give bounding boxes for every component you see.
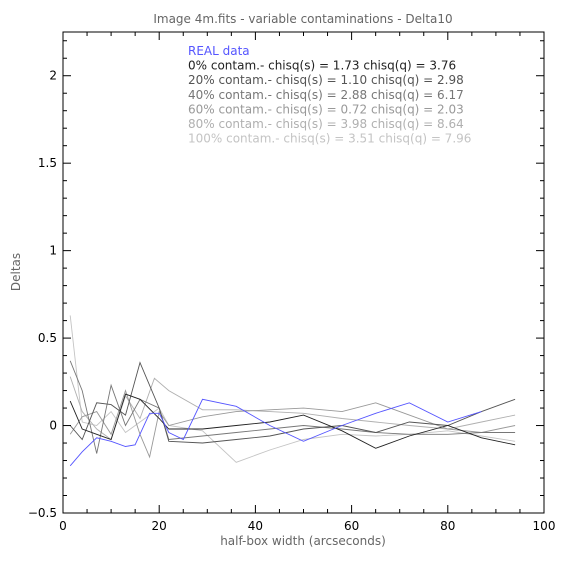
- y-axis-label: Deltas: [9, 253, 23, 291]
- series-line-4: [69, 389, 516, 459]
- legend-entry-3: 40% contam.- chisq(s) = 2.88 chisq(q) = …: [188, 88, 464, 102]
- ticks-layer: 0 20 40 60 80 100−0.500.511.52: [28, 32, 556, 533]
- series-line-0: [69, 398, 482, 467]
- y-tick-label: 1.5: [38, 156, 57, 170]
- legend-entry-1: 0% contam.- chisq(s) = 1.73 chisq(q) = 3…: [188, 59, 456, 73]
- x-tick-label: 40: [248, 519, 263, 533]
- y-tick-label: −0.5: [28, 506, 57, 520]
- x-tick-label: 100: [533, 519, 556, 533]
- plot-layer: [69, 315, 516, 467]
- series-line-6: [69, 315, 516, 463]
- series-line-2: [69, 361, 516, 444]
- x-tick-label: 80: [440, 519, 455, 533]
- y-tick-label: 0: [49, 419, 57, 433]
- series-line-5: [69, 376, 516, 441]
- y-tick-label: 1: [49, 244, 57, 258]
- x-axis-label: half-box width (arcseconds): [220, 534, 386, 548]
- legend-entry-6: 100% contam.- chisq(s) = 3.51 chisq(q) =…: [188, 132, 471, 146]
- y-tick-label: 2: [49, 69, 57, 83]
- x-tick-label: 20: [152, 519, 167, 533]
- legend-entry-2: 20% contam.- chisq(s) = 1.10 chisq(q) = …: [188, 73, 464, 87]
- legend-entry-0: REAL data: [188, 44, 250, 58]
- legend-entry-5: 80% contam.- chisq(s) = 3.98 chisq(q) = …: [188, 117, 464, 131]
- chart-title: Image 4m.fits - variable contaminations …: [153, 12, 452, 26]
- series-line-1: [69, 393, 516, 449]
- x-tick-label: 0: [59, 519, 67, 533]
- y-tick-label: 0.5: [38, 331, 57, 345]
- legend-entry-4: 60% contam.- chisq(s) = 0.72 chisq(q) = …: [188, 102, 464, 116]
- x-tick-label: 60: [344, 519, 359, 533]
